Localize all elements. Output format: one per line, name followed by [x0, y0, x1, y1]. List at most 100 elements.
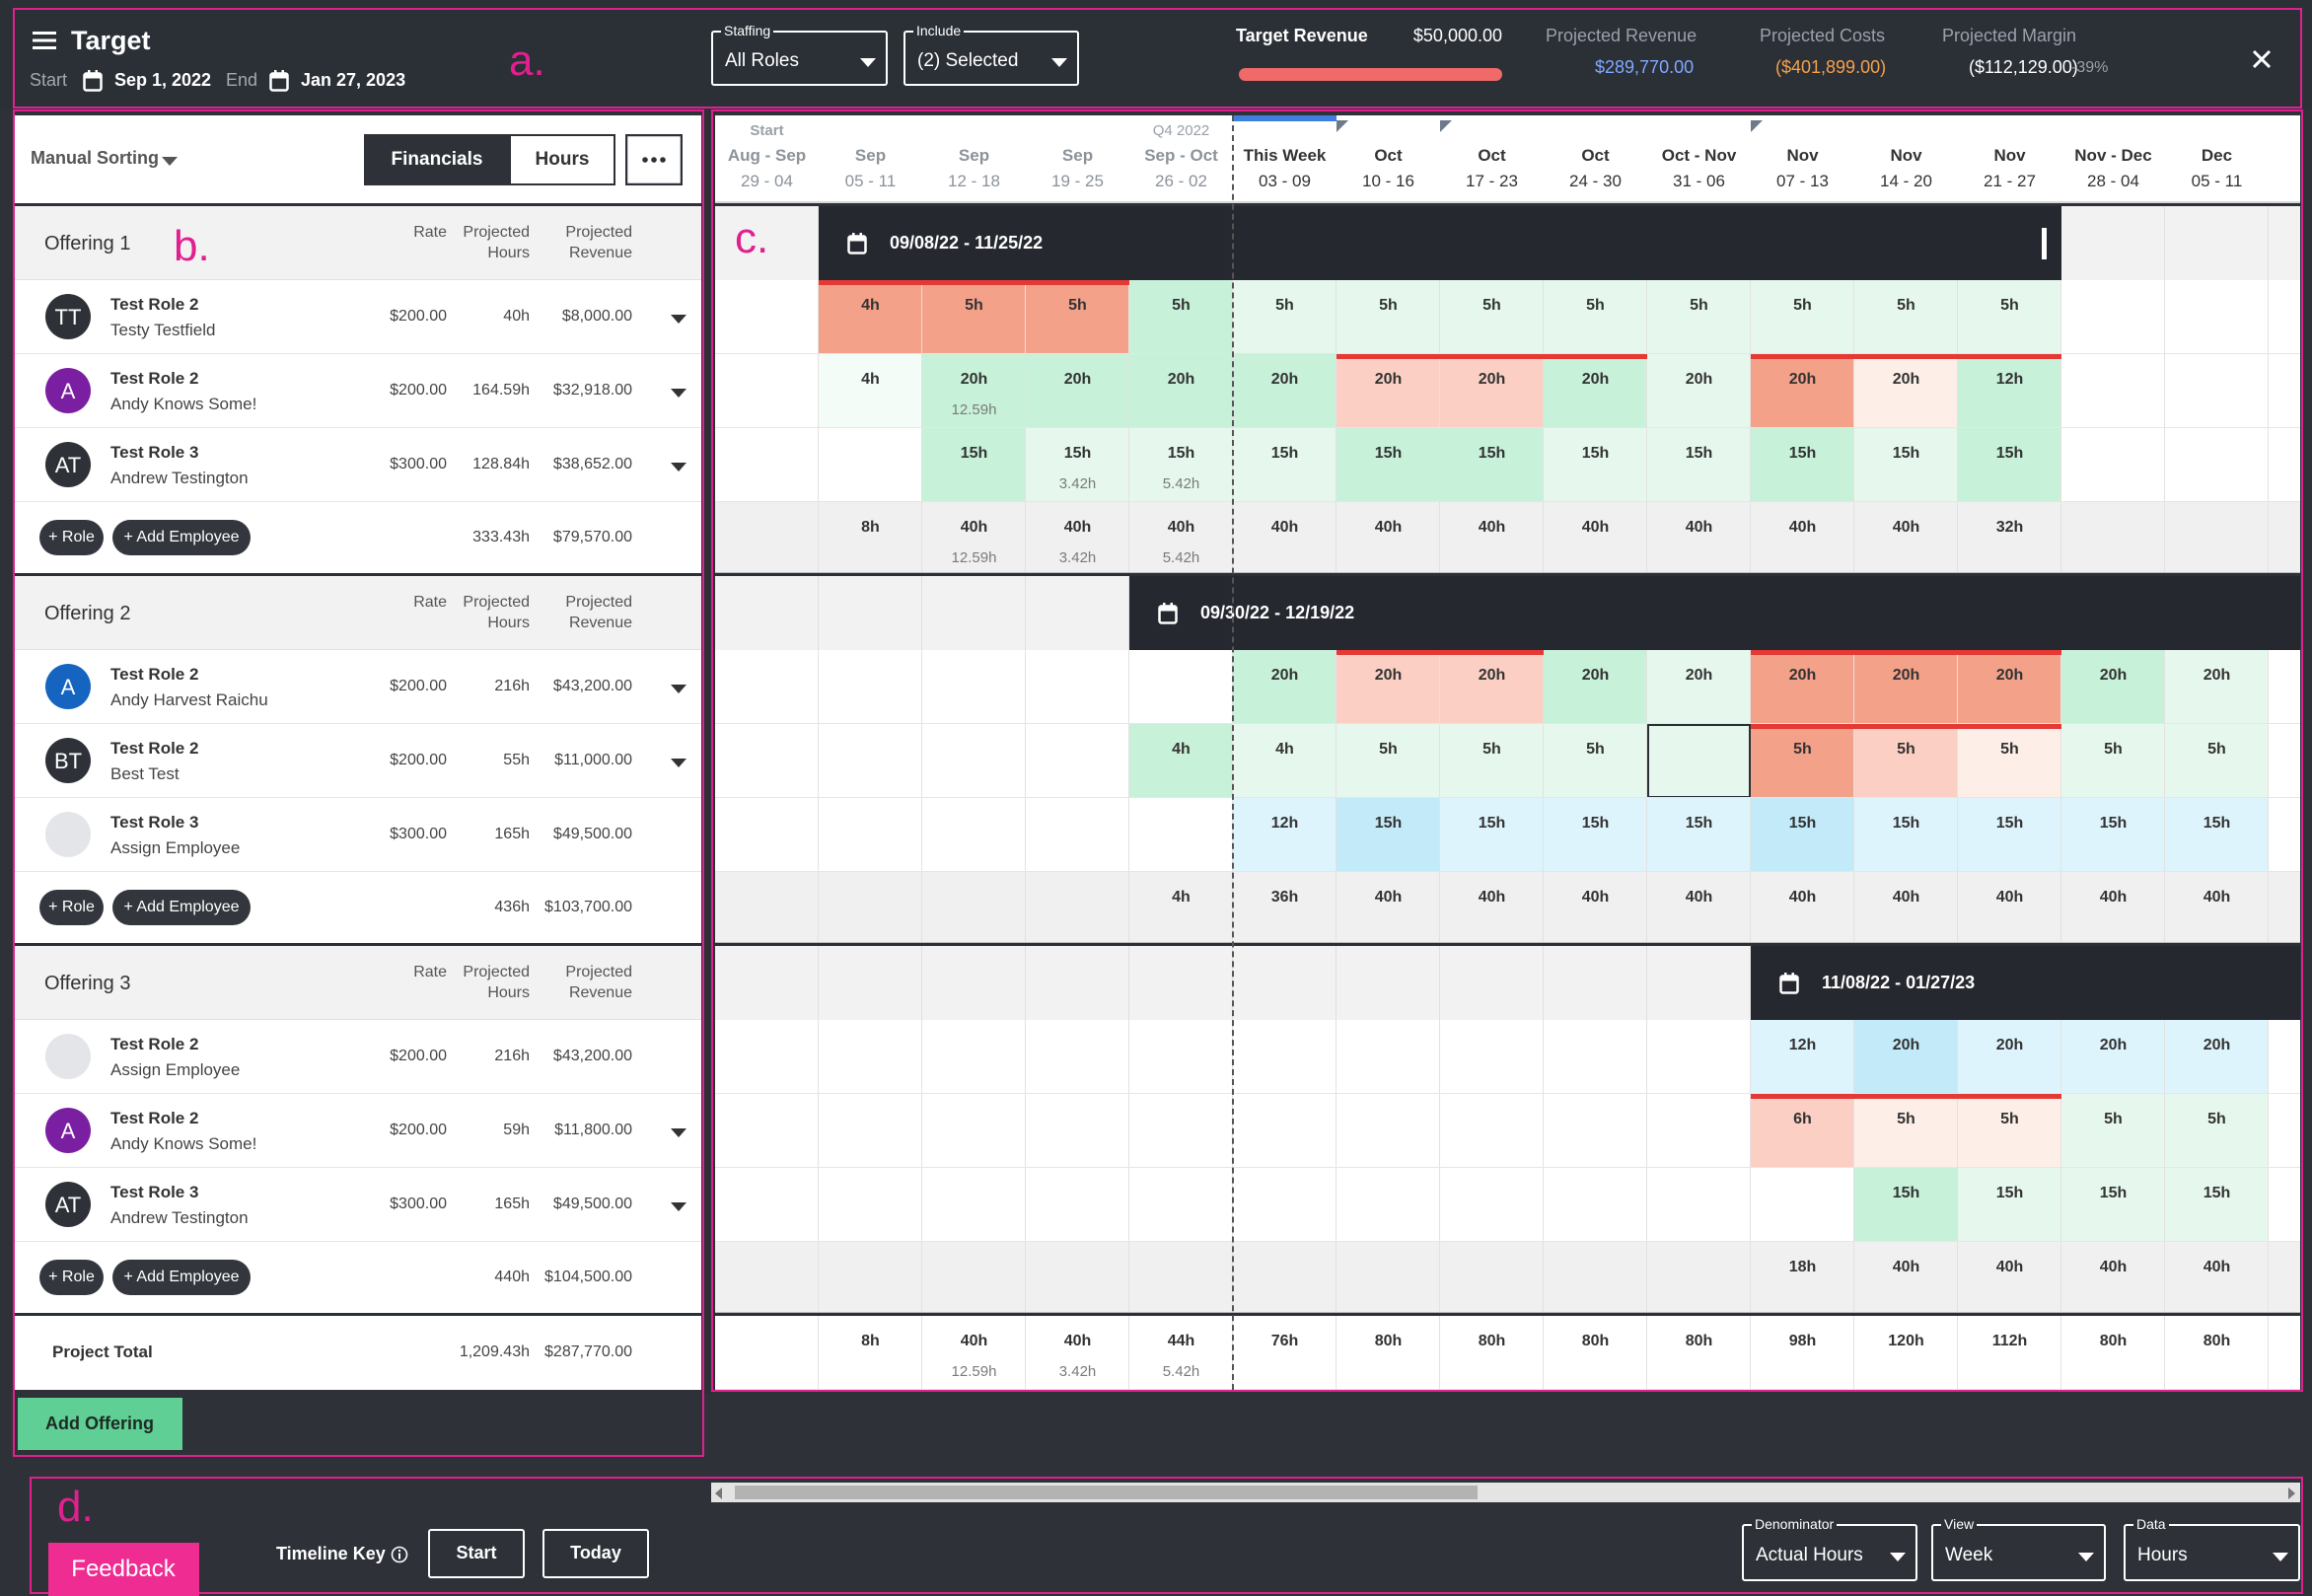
scrollbar-thumb[interactable] [735, 1486, 1478, 1499]
timeline-cell[interactable] [1233, 1316, 1337, 1390]
timeline-cell[interactable] [1233, 1168, 1337, 1242]
timeline-cell[interactable] [922, 428, 1026, 502]
timeline-cell[interactable] [1751, 280, 1854, 354]
timeline-cell[interactable] [1854, 798, 1958, 872]
timeline-cell[interactable] [2061, 1168, 2165, 1242]
timeline-cell[interactable] [819, 354, 922, 428]
timeline-cell[interactable] [1854, 428, 1958, 502]
timeline-cell[interactable] [715, 428, 819, 502]
timeline-cell[interactable] [819, 1316, 922, 1390]
timeline-cell[interactable] [1647, 1316, 1751, 1390]
timeline-cell[interactable] [1440, 1020, 1544, 1094]
timeline-cell[interactable] [819, 1168, 922, 1242]
scroll-left[interactable] [714, 1487, 724, 1499]
timeline-cell[interactable] [1440, 1094, 1544, 1168]
timeline-cell[interactable] [1026, 1168, 1129, 1242]
timeline-cell[interactable] [922, 724, 1026, 798]
timeline-cell[interactable] [1026, 650, 1129, 724]
close-button[interactable] [2252, 49, 2272, 69]
timeline-cell[interactable] [819, 1094, 922, 1168]
menu-icon[interactable] [33, 31, 56, 50]
timeline-cell[interactable] [2061, 428, 2165, 502]
timeline-cell[interactable] [1544, 1094, 1647, 1168]
timeline-cell[interactable] [819, 428, 922, 502]
timeline-cell[interactable] [715, 1094, 819, 1168]
timeline-cell[interactable] [1440, 1168, 1544, 1242]
timeline-cell[interactable] [922, 280, 1026, 354]
timeline-cell[interactable] [1544, 1020, 1647, 1094]
timeline-cell[interactable] [1337, 428, 1440, 502]
timeline-cell[interactable] [922, 354, 1026, 428]
timeline-cell[interactable] [1544, 354, 1647, 428]
timeline-cell[interactable] [1958, 1094, 2061, 1168]
timeline-cell[interactable] [715, 798, 819, 872]
feedback-button[interactable] [48, 1543, 199, 1596]
timeline-cell[interactable] [922, 650, 1026, 724]
timeline-cell[interactable] [1854, 1316, 1958, 1390]
timeline-cell[interactable] [1854, 724, 1958, 798]
timeline-cell[interactable] [1958, 724, 2061, 798]
timeline-cell[interactable] [2165, 798, 2269, 872]
timeline-cell[interactable] [2061, 1020, 2165, 1094]
timeline-cell[interactable] [1337, 280, 1440, 354]
timeline-cell[interactable] [1751, 428, 1854, 502]
timeline-cell[interactable] [1544, 1168, 1647, 1242]
timeline-cell[interactable] [1647, 1020, 1751, 1094]
timeline-cell[interactable] [1544, 1316, 1647, 1390]
timeline-cell[interactable] [715, 650, 819, 724]
timeline-cell[interactable] [1337, 724, 1440, 798]
timeline-cell[interactable] [1337, 1316, 1440, 1390]
button[interactable] [39, 520, 104, 555]
timeline-cell[interactable] [1751, 1020, 1854, 1094]
timeline-cell[interactable] [1544, 798, 1647, 872]
timeline-cell[interactable] [1026, 354, 1129, 428]
timeline-cell[interactable] [715, 1316, 819, 1390]
timeline-cell[interactable] [1958, 1316, 2061, 1390]
button[interactable] [542, 1529, 649, 1578]
timeline-cell[interactable] [1026, 1316, 1129, 1390]
timeline-cell[interactable] [1854, 650, 1958, 724]
timeline-cell[interactable] [1544, 428, 1647, 502]
timeline-cell[interactable] [1129, 1094, 1233, 1168]
timeline-cell[interactable] [1129, 798, 1233, 872]
timeline-cell[interactable] [2061, 1094, 2165, 1168]
timeline-cell[interactable] [1440, 798, 1544, 872]
timeline-cell[interactable] [1337, 798, 1440, 872]
timeline-cell[interactable] [2165, 724, 2269, 798]
select[interactable] [711, 31, 888, 86]
timeline-cell[interactable] [2061, 354, 2165, 428]
timeline-cell[interactable] [2165, 1168, 2269, 1242]
timeline-cell[interactable] [1026, 724, 1129, 798]
timeline-cell[interactable] [1854, 1168, 1958, 1242]
timeline-cell[interactable] [1233, 354, 1337, 428]
timeline-cell[interactable] [1751, 1168, 1854, 1242]
timeline-cell[interactable] [819, 798, 922, 872]
timeline-cell[interactable] [1026, 428, 1129, 502]
timeline-cell[interactable] [1337, 1020, 1440, 1094]
timeline-cell[interactable] [1544, 280, 1647, 354]
timeline-cell[interactable] [922, 1020, 1026, 1094]
timeline-cell[interactable] [2165, 354, 2269, 428]
timeline-cell[interactable] [1647, 428, 1751, 502]
timeline-cell[interactable] [1026, 798, 1129, 872]
timeline-cell[interactable] [1751, 798, 1854, 872]
select[interactable] [903, 31, 1079, 86]
button[interactable] [39, 890, 104, 925]
button[interactable] [112, 520, 251, 555]
timeline-cell[interactable] [1647, 650, 1751, 724]
timeline-cell[interactable] [1337, 650, 1440, 724]
select[interactable] [1931, 1524, 2106, 1581]
timeline-cell[interactable] [1129, 650, 1233, 724]
timeline-cell[interactable] [1751, 1094, 1854, 1168]
timeline-cell[interactable] [2165, 1094, 2269, 1168]
timeline-cell[interactable] [1647, 724, 1751, 798]
timeline-cell[interactable] [2165, 280, 2269, 354]
timeline-cell[interactable] [1854, 280, 1958, 354]
button[interactable] [112, 890, 251, 925]
timeline-cell[interactable] [1440, 724, 1544, 798]
timeline-cell[interactable] [1647, 798, 1751, 872]
timeline-cell[interactable] [1958, 428, 2061, 502]
timeline-cell[interactable] [1337, 354, 1440, 428]
timeline-cell[interactable] [819, 1020, 922, 1094]
timeline-cell[interactable] [1233, 428, 1337, 502]
